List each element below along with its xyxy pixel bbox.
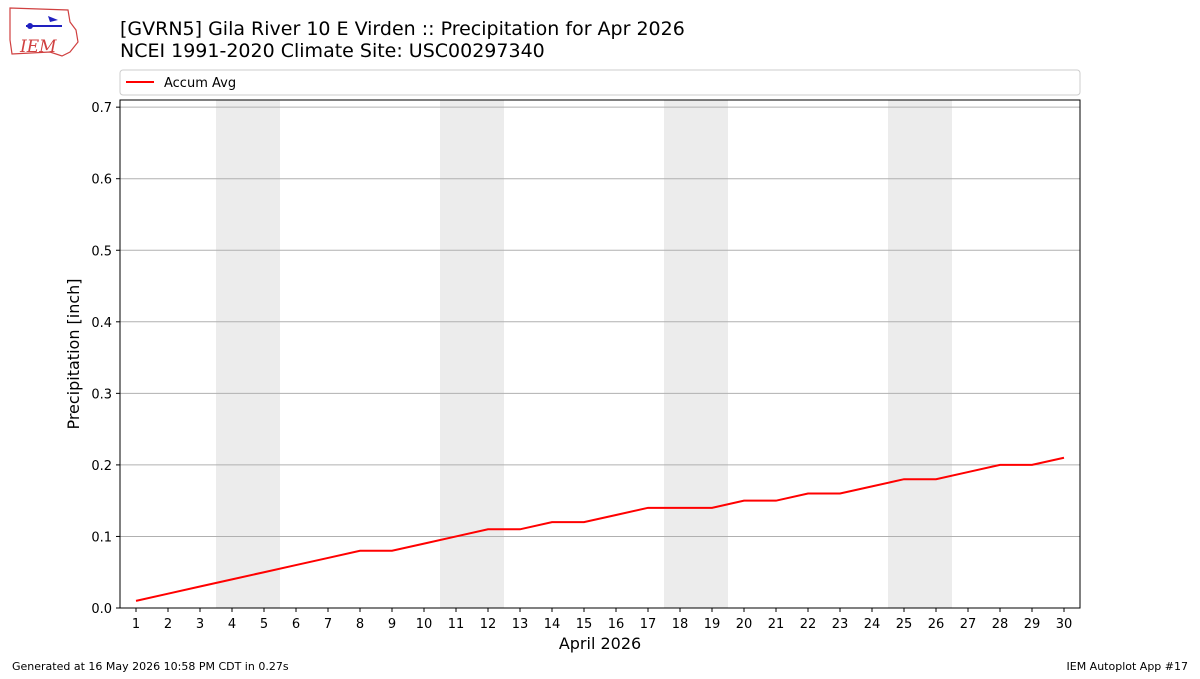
x-tick-label: 15 bbox=[576, 617, 593, 632]
weekend-shade bbox=[216, 100, 280, 608]
y-tick-label: 0.4 bbox=[91, 316, 112, 331]
x-tick-label: 4 bbox=[228, 617, 236, 632]
x-tick-label: 23 bbox=[832, 617, 849, 632]
x-tick-label: 27 bbox=[960, 617, 977, 632]
chart-title: [GVRN5] Gila River 10 E Virden :: Precip… bbox=[120, 18, 685, 40]
y-tick-label: 0.0 bbox=[91, 602, 112, 617]
y-axis-label: Precipitation [inch] bbox=[64, 278, 83, 429]
y-tick-label: 0.2 bbox=[91, 459, 112, 474]
footer-right: IEM Autoplot App #17 bbox=[1067, 660, 1189, 673]
logo-text: IEM bbox=[19, 37, 57, 57]
y-tick-label: 0.7 bbox=[91, 101, 112, 116]
logo-icon bbox=[27, 23, 33, 29]
legend-label: Accum Avg bbox=[164, 76, 236, 91]
weekend-shade bbox=[888, 100, 952, 608]
x-tick-label: 20 bbox=[736, 617, 753, 632]
x-tick-label: 25 bbox=[896, 617, 913, 632]
logo-icon bbox=[48, 16, 58, 22]
x-tick-label: 12 bbox=[480, 617, 497, 632]
x-tick-label: 28 bbox=[992, 617, 1009, 632]
y-tick-label: 0.3 bbox=[91, 387, 112, 402]
x-tick-label: 17 bbox=[640, 617, 657, 632]
chart-subtitle: NCEI 1991-2020 Climate Site: USC00297340 bbox=[120, 40, 545, 62]
x-tick-label: 26 bbox=[928, 617, 945, 632]
legend-box bbox=[119, 69, 1081, 96]
x-tick-label: 14 bbox=[544, 617, 561, 632]
plot-frame bbox=[119, 99, 1081, 609]
x-tick-label: 13 bbox=[512, 617, 529, 632]
weekend-shade bbox=[664, 100, 728, 608]
x-tick-label: 8 bbox=[356, 617, 364, 632]
x-tick-label: 19 bbox=[704, 617, 721, 632]
x-axis-label: April 2026 bbox=[559, 634, 641, 653]
x-tick-label: 5 bbox=[260, 617, 268, 632]
x-tick-label: 3 bbox=[196, 617, 204, 632]
x-tick-label: 6 bbox=[292, 617, 300, 632]
x-tick-label: 2 bbox=[164, 617, 172, 632]
x-tick-label: 29 bbox=[1024, 617, 1041, 632]
y-tick-label: 0.6 bbox=[91, 173, 112, 188]
logo: IEM bbox=[9, 7, 79, 57]
y-tick-label: 0.5 bbox=[91, 244, 112, 259]
x-tick-label: 1 bbox=[132, 617, 140, 632]
y-tick-label: 0.1 bbox=[91, 530, 112, 545]
x-tick-label: 24 bbox=[864, 617, 881, 632]
x-tick-label: 7 bbox=[324, 617, 332, 632]
x-tick-label: 16 bbox=[608, 617, 625, 632]
logo-outline bbox=[9, 7, 79, 57]
weekend-shade bbox=[440, 100, 504, 608]
footer-left: Generated at 16 May 2026 10:58 PM CDT in… bbox=[12, 660, 289, 673]
x-tick-label: 18 bbox=[672, 617, 689, 632]
data-line bbox=[135, 456, 1065, 602]
x-tick-label: 11 bbox=[448, 617, 465, 632]
x-tick-label: 30 bbox=[1056, 617, 1073, 632]
x-tick-label: 21 bbox=[768, 617, 785, 632]
x-tick-label: 9 bbox=[388, 617, 396, 632]
x-tick-label: 22 bbox=[800, 617, 817, 632]
x-tick-label: 10 bbox=[416, 617, 433, 632]
